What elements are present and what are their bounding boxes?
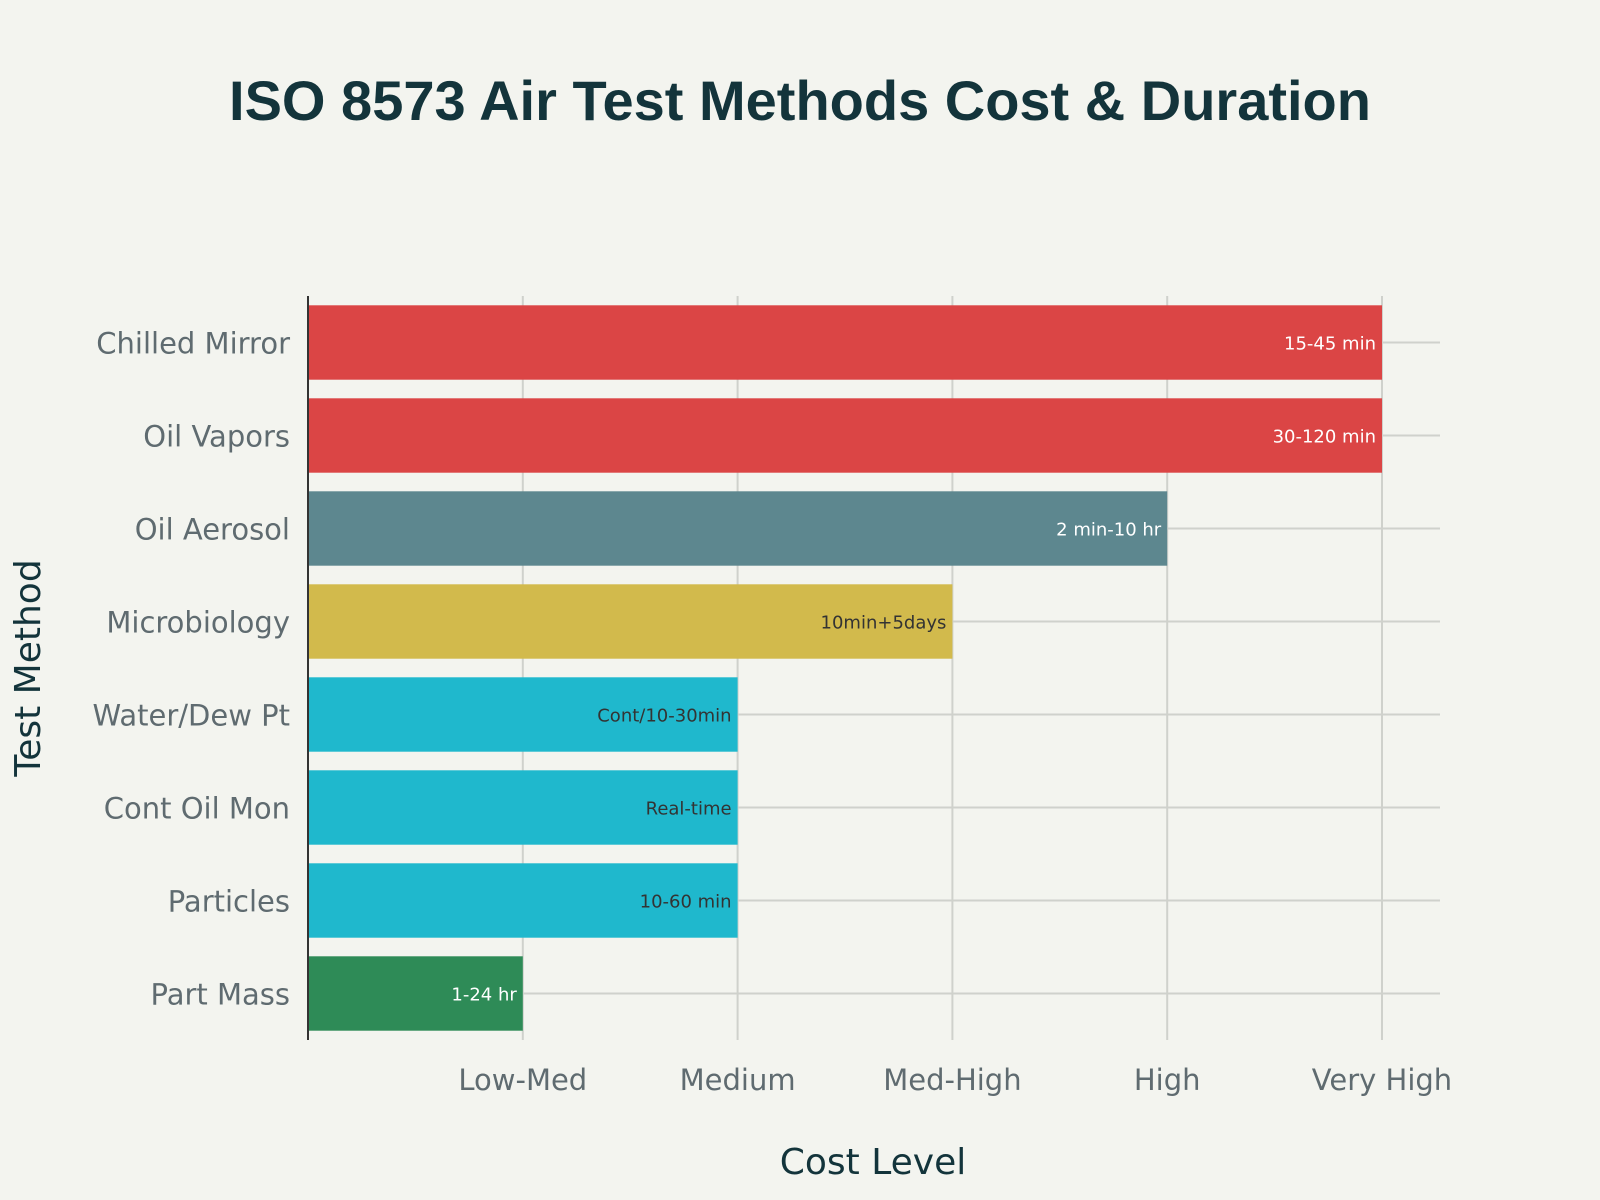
bar-label: 15-45 min	[1284, 334, 1376, 355]
chart-title: ISO 8573 Air Test Methods Cost & Duratio…	[229, 69, 1371, 132]
y-axis-tick-labels: Chilled Mirror Oil Vapors Oil Aerosol Micro…	[93, 327, 291, 1012]
bar-label: Cont/10-30min	[597, 706, 731, 727]
x-tick-label: Very High	[1312, 1063, 1452, 1097]
bar-labels: 15-45 min 30-120 min 2 min-10 hr 10min+5day…	[451, 334, 1376, 1006]
bars	[308, 305, 1383, 1031]
bar	[308, 398, 1383, 473]
y-tick-label: Water/Dew Pt	[93, 699, 290, 733]
bar-label: 10min+5days	[821, 613, 947, 634]
y-axis-title: Test Method	[8, 559, 49, 777]
x-axis-title: Cost Level	[780, 1142, 967, 1183]
bar-label: 1-24 hr	[451, 985, 517, 1006]
y-tick-label: Particles	[168, 885, 290, 919]
bar	[308, 863, 738, 938]
bar	[308, 584, 953, 659]
y-tick-label: Part Mass	[151, 978, 290, 1012]
y-tick-label: Oil Aerosol	[135, 513, 290, 547]
x-tick-label: Med-High	[883, 1063, 1021, 1097]
bar	[308, 305, 1383, 380]
x-tick-label: High	[1134, 1063, 1201, 1097]
x-axis-tick-labels: Low-Med Medium Med-High High Very High	[458, 1063, 1452, 1097]
y-tick-label: Oil Vapors	[143, 420, 290, 454]
bar	[308, 491, 1168, 566]
bar-label: 30-120 min	[1273, 427, 1376, 448]
bar	[308, 677, 738, 752]
y-tick-label: Microbiology	[106, 606, 290, 640]
y-tick-label: Cont Oil Mon	[104, 792, 290, 826]
x-tick-label: Low-Med	[458, 1063, 587, 1097]
bar-label: 10-60 min	[640, 892, 732, 913]
bar	[308, 956, 523, 1031]
y-tick-label: Chilled Mirror	[96, 327, 290, 361]
bar	[308, 770, 738, 845]
bar-label: 2 min-10 hr	[1056, 520, 1162, 541]
x-tick-label: Medium	[680, 1063, 796, 1097]
bar-label: Real-time	[646, 799, 732, 820]
